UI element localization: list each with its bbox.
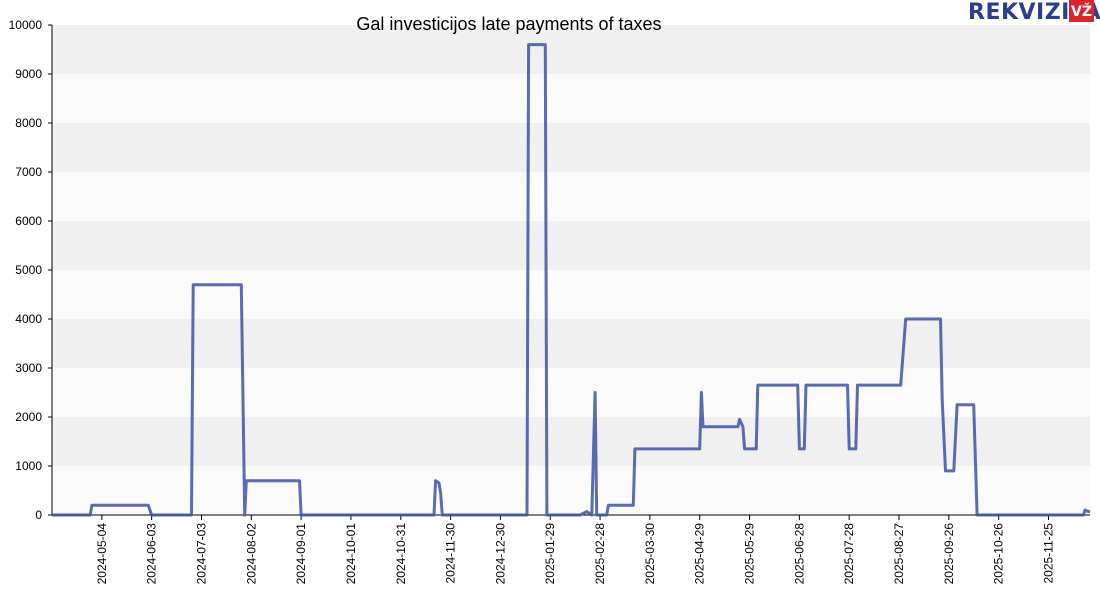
grid-bands <box>52 25 1090 515</box>
x-tick-label: 2025-02-28 <box>593 523 607 585</box>
x-axis: 2024-05-04 2024-06-03 2024-07-03 2024-08-02… <box>52 514 1090 585</box>
grid-band <box>52 466 1090 515</box>
y-tick-label: 3000 <box>15 361 42 375</box>
series-line <box>52 43 1091 517</box>
x-tick-label: 2025-11-25 <box>1041 523 1055 584</box>
y-tick-label: 4000 <box>15 312 42 326</box>
x-tick-label: 2024-05-04 <box>95 523 109 585</box>
x-tick-label: 2024-10-01 <box>344 523 358 585</box>
x-tick-label: 2025-01-29 <box>543 523 557 585</box>
x-tick-label: 2025-09-26 <box>942 523 956 585</box>
x-tick-label: 2025-08-27 <box>892 523 906 585</box>
x-tick-label: 2024-11-30 <box>444 523 458 584</box>
y-tick-label: 0 <box>35 508 42 522</box>
y-tick-label: 2000 <box>15 410 42 424</box>
x-tick-label: 2025-07-28 <box>842 523 856 585</box>
y-tick-label: 1000 <box>15 459 42 473</box>
x-tick-label: 2025-06-28 <box>792 523 806 585</box>
series-layer <box>52 43 1091 517</box>
grid-band <box>52 221 1090 270</box>
x-tick-label: 2024-07-03 <box>194 523 208 585</box>
y-tick-label: 10000 <box>9 18 43 32</box>
x-tick-label: 2024-12-30 <box>493 523 507 585</box>
grid-band <box>52 74 1090 123</box>
x-tick-label: 2025-05-29 <box>743 523 757 585</box>
x-tick-label: 2024-06-03 <box>145 523 159 585</box>
x-tick-label: 2024-09-01 <box>294 523 308 585</box>
logo-badge <box>1069 0 1094 22</box>
grid-band <box>52 123 1090 172</box>
y-tick-label: 5000 <box>15 263 42 277</box>
x-tick-label: 2025-03-30 <box>643 523 657 585</box>
grid-band <box>52 417 1090 466</box>
x-tick-label: 2025-04-29 <box>693 523 707 585</box>
x-tick-label: 2025-10-26 <box>992 523 1006 585</box>
y-axis: 0 1000 2000 3000 4000 5000 6000 7000 8000 9000 100… <box>9 18 53 522</box>
logo-badge-text: VŽ <box>1071 3 1092 20</box>
y-tick-label: 8000 <box>15 116 42 130</box>
logo: REKVIZITAI VŽ <box>968 0 1100 25</box>
x-tick-label: 2024-08-02 <box>244 523 258 585</box>
grid-band <box>52 368 1090 417</box>
chart-title: Gal investicijos late payments of taxes <box>356 14 661 34</box>
grid-band <box>52 319 1090 368</box>
y-tick-label: 9000 <box>15 67 42 81</box>
x-tick-label: 2024-10-31 <box>394 523 408 585</box>
y-tick-label: 7000 <box>15 165 42 179</box>
grid-band <box>52 270 1090 319</box>
grid-band <box>52 172 1090 221</box>
y-tick-label: 6000 <box>15 214 42 228</box>
grid-band <box>52 25 1090 74</box>
